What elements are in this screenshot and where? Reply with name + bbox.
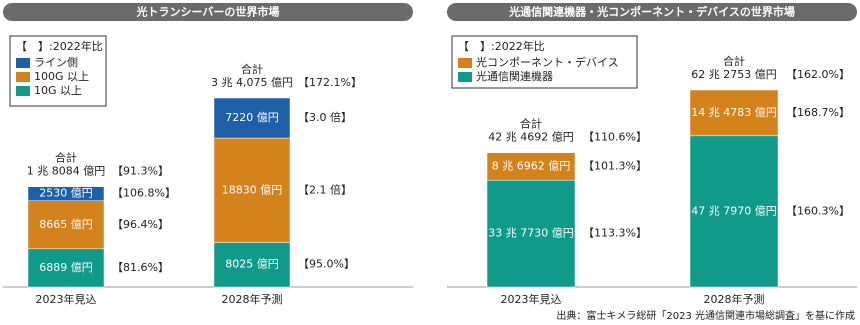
total-value-label: 3 兆 4,075 億円 xyxy=(211,76,293,89)
total-heading: 合計 xyxy=(520,117,542,131)
bar-segment xyxy=(27,248,105,288)
value-label: 33 兆 7730 億円 xyxy=(488,227,573,240)
legend-box xyxy=(451,35,638,89)
growth-label: 【2.1 倍】 xyxy=(298,182,352,196)
bar-segment xyxy=(689,135,779,288)
total-heading: 合計 xyxy=(241,62,263,76)
growth-label: 【3.0 倍】 xyxy=(298,110,352,124)
legend-label: 光コンポーネント・デバイス xyxy=(476,55,619,69)
total-growth-label: 【91.3%】 xyxy=(112,165,169,178)
total-heading: 合計 xyxy=(55,151,77,165)
value-label: 8 兆 6962 億円 xyxy=(492,159,570,172)
bar-segment xyxy=(213,242,291,288)
value-label: 2530 億円 xyxy=(39,187,93,200)
legend-label: 10G 以上 xyxy=(34,84,82,97)
value-label: 7220 億円 xyxy=(225,111,279,124)
legend-swatch xyxy=(458,58,472,68)
legend-note: 【 】:2022年比 xyxy=(16,39,103,53)
legend-swatch xyxy=(16,72,30,82)
source-note: 出典：富士キメラ総研「2023 光通信関連市場総調査」を基に作成 xyxy=(556,309,855,322)
value-label: 14 兆 4783 億円 xyxy=(691,106,776,119)
total-growth-label: 【162.0%】 xyxy=(786,68,850,81)
bar-segment xyxy=(27,186,105,201)
growth-label: 【101.3%】 xyxy=(583,159,647,172)
total-value-label: 1 兆 8084 億円 xyxy=(27,165,105,178)
x-tick-label: 2028年予測 xyxy=(704,292,765,306)
value-label: 18830 億円 xyxy=(222,183,283,196)
title-bar xyxy=(447,3,857,21)
growth-label: 【106.8%】 xyxy=(112,187,176,200)
growth-label: 【168.7%】 xyxy=(786,106,850,119)
value-label: 6889 億円 xyxy=(39,261,93,274)
legend-swatch xyxy=(458,72,472,82)
bar-segment xyxy=(213,97,291,139)
legend-label: 光通信関連機器 xyxy=(476,69,553,83)
growth-label: 【160.3%】 xyxy=(786,204,850,217)
legend-swatch xyxy=(16,58,30,68)
total-value-label: 62 兆 2753 億円 xyxy=(691,68,776,81)
total-value-label: 42 兆 4692 億円 xyxy=(488,131,573,144)
value-label: 8665 億円 xyxy=(39,218,93,231)
legend-swatch xyxy=(16,86,30,96)
x-tick-label: 2023年見込 xyxy=(36,292,97,306)
growth-label: 【81.6%】 xyxy=(112,261,169,274)
total-heading: 合計 xyxy=(723,54,745,68)
title-bar xyxy=(3,3,413,21)
chart-title: 光トランシーバーの世界市場 xyxy=(136,5,280,19)
bar-segment xyxy=(486,152,576,181)
growth-label: 【96.4%】 xyxy=(112,218,169,231)
growth-label: 【113.3%】 xyxy=(583,227,647,240)
x-tick-label: 2023年見込 xyxy=(501,292,562,306)
x-tick-label: 2028年予測 xyxy=(222,292,283,306)
growth-label: 【95.0%】 xyxy=(298,258,355,271)
legend-label: 100G 以上 xyxy=(34,70,89,83)
total-growth-label: 【172.1%】 xyxy=(298,76,362,89)
value-label: 47 兆 7970 億円 xyxy=(691,204,776,217)
legend-note: 【 】:2022年比 xyxy=(458,39,545,53)
legend-label: ライン側 xyxy=(34,56,78,69)
bar-segment xyxy=(27,200,105,250)
chart-title: 光通信関連機器・光コンポーネント・デバイスの世界市場 xyxy=(508,5,795,19)
total-growth-label: 【110.6%】 xyxy=(583,131,647,144)
bar-segment xyxy=(689,89,779,137)
bar-segment xyxy=(213,137,291,243)
value-label: 8025 億円 xyxy=(225,258,279,271)
bar-segment xyxy=(486,179,576,288)
